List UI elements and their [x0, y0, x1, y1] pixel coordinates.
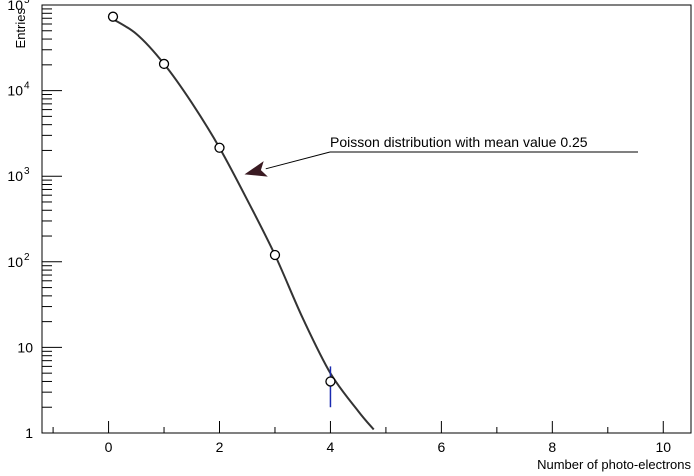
y-axis-label: Entries: [13, 8, 28, 49]
annotation-text: Poisson distribution with mean value 0.2…: [330, 134, 588, 150]
x-tick-label: 8: [548, 439, 556, 455]
x-tick-label: 0: [105, 439, 113, 455]
y-tick-label-exponent: 5: [24, 0, 30, 6]
x-tick-label: 10: [655, 439, 671, 455]
annotation-leader: [265, 151, 331, 170]
plot-frame: [41, 4, 692, 434]
y-tick-label: 10: [17, 339, 33, 355]
y-tick-label-exponent: 4: [24, 81, 30, 92]
data-point: [269, 249, 281, 261]
x-axis-label: Number of photo-electrons: [537, 457, 691, 472]
data-point: [107, 11, 119, 22]
x-tick-label: 6: [437, 439, 445, 455]
x-tick-label: 2: [216, 439, 224, 455]
y-tick-label: 10: [7, 83, 23, 99]
y-tick-label: 10: [7, 254, 23, 270]
y-tick-label: 1: [25, 425, 33, 441]
data-point: [214, 142, 225, 153]
data-point: [158, 58, 170, 70]
x-axis-ticks: [52, 421, 664, 433]
annotation: Poisson distribution with mean value 0.2…: [244, 134, 638, 177]
fit-curve: [108, 15, 375, 431]
data-point: [325, 376, 336, 387]
y-tick-label-exponent: 2: [24, 252, 30, 263]
data-points: [107, 11, 336, 387]
x-axis-tick-labels: 0 2 4 6 8 10: [105, 439, 672, 455]
x-tick-label: 4: [327, 439, 335, 455]
y-tick-label: 10: [7, 168, 23, 184]
y-axis-ticks: [42, 4, 62, 434]
y-tick-label: 10: [7, 0, 23, 13]
y-tick-label-exponent: 3: [24, 166, 30, 177]
annotation-arrowhead: [244, 161, 268, 177]
